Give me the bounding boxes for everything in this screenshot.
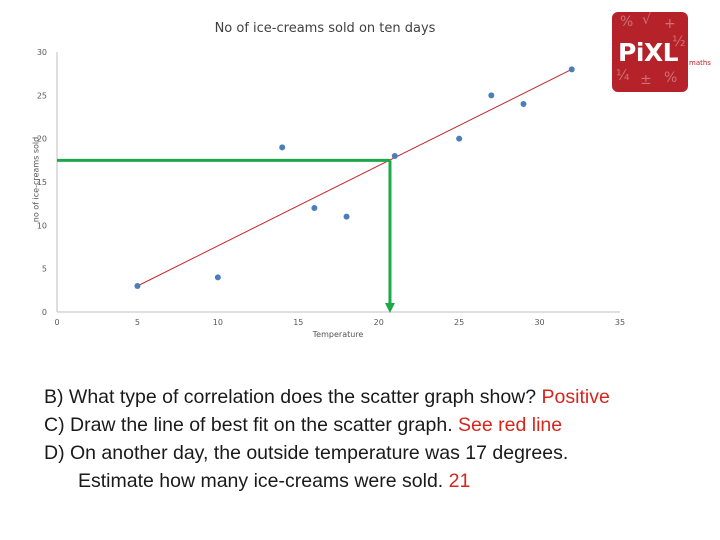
answer-d: 21 xyxy=(448,470,471,492)
logo-background: % √ + ½ ¼ ± % PiXL xyxy=(612,12,688,92)
data-point xyxy=(311,205,318,211)
question-d-text: D) On another day, the outside temperatu… xyxy=(44,442,569,464)
y-tick-label: 25 xyxy=(37,91,47,100)
x-tick-label: 20 xyxy=(374,318,384,327)
data-point xyxy=(279,144,286,151)
question-b: B) What type of correlation does the sca… xyxy=(44,383,610,411)
logo-wordmark: PiXL xyxy=(618,38,679,67)
x-tick-label: 35 xyxy=(615,318,625,327)
data-point xyxy=(568,66,575,73)
pixl-logo: % √ + ½ ¼ ± % PiXL xyxy=(612,12,688,92)
x-tick-label: 25 xyxy=(454,318,464,327)
y-tick-label: 30 xyxy=(37,48,47,57)
data-point xyxy=(520,101,527,107)
question-c: C) Draw the line of best fit on the scat… xyxy=(44,411,610,439)
x-tick-label: 30 xyxy=(534,318,544,327)
data-point xyxy=(214,274,221,281)
data-point xyxy=(456,135,463,142)
chart-title: No of ice-creams sold on ten days xyxy=(214,21,436,36)
x-tick-label: 5 xyxy=(135,318,140,327)
data-point xyxy=(488,92,495,99)
data-point xyxy=(343,213,350,220)
answer-c: See red line xyxy=(458,414,563,436)
best-fit-line xyxy=(137,68,572,287)
question-b-text: B) What type of correlation does the sca… xyxy=(44,386,542,408)
data-point xyxy=(391,153,398,159)
x-tick-label: 0 xyxy=(54,318,59,327)
question-c-text: C) Draw the line of best fit on the scat… xyxy=(44,414,459,436)
questions-block: B) What type of correlation does the sca… xyxy=(44,383,610,495)
question-d: D) On another day, the outside temperatu… xyxy=(44,439,610,467)
reading-line-arrowhead xyxy=(384,303,395,313)
question-d-continued: Estimate how many ice-creams were sold. … xyxy=(44,467,610,495)
x-axis-label: Temperature xyxy=(312,330,364,339)
answer-b: Positive xyxy=(541,386,610,408)
y-tick-label: 10 xyxy=(37,221,47,230)
y-tick-label: 20 xyxy=(37,135,47,144)
logo-subtitle: maths xyxy=(689,59,711,67)
x-tick-label: 10 xyxy=(213,318,223,327)
y-tick-label: 5 xyxy=(42,265,47,274)
y-tick-label: 15 xyxy=(37,178,47,187)
y-tick-label: 0 xyxy=(42,308,47,317)
data-point xyxy=(134,283,141,289)
x-tick-label: 15 xyxy=(293,318,303,327)
y-axis-label: no of ice-creams sold xyxy=(31,136,41,223)
question-d-text-2: Estimate how many ice-creams were sold. xyxy=(78,470,449,492)
